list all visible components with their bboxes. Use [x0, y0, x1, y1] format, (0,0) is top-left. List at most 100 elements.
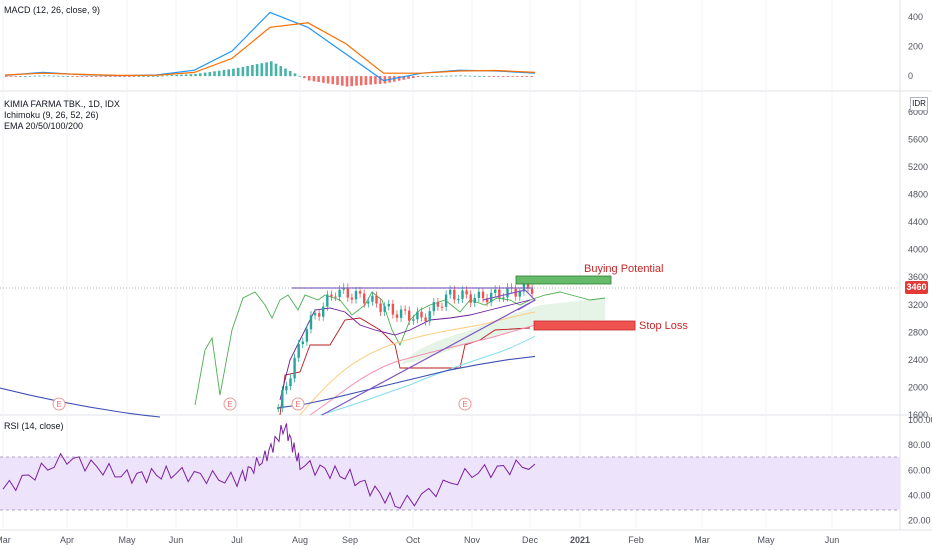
candle-body [477, 291, 481, 298]
earnings-marker[interactable] [52, 397, 66, 411]
time-tick: Jun [825, 535, 840, 545]
price-tick: 3200 [908, 300, 928, 310]
macd-bar [430, 76, 434, 77]
macd-bar [203, 72, 207, 77]
candle-body [313, 313, 317, 316]
price-tick: 2400 [908, 355, 928, 365]
macd-bar [170, 75, 174, 77]
macd-bar [151, 75, 155, 77]
macd-bar [350, 76, 353, 87]
macd-bar [322, 76, 325, 83]
candle-body [465, 290, 468, 295]
macd-bar [236, 67, 240, 77]
macd-bar [184, 74, 188, 77]
candle-body [506, 287, 509, 298]
time-tick: Dec [522, 535, 539, 545]
candle-body [530, 288, 534, 294]
currency-box[interactable]: IDR [910, 97, 928, 111]
time-tick: Feb [628, 535, 644, 545]
macd-bar [189, 74, 193, 77]
macd-bar [47, 75, 51, 77]
earnings-marker[interactable] [291, 397, 305, 411]
candle-body [309, 315, 313, 330]
candle-body [494, 289, 497, 293]
macd-bar [307, 76, 311, 81]
macd-bar [132, 76, 136, 77]
candle-body [408, 310, 411, 321]
earnings-marker-letter: E [462, 400, 467, 409]
macd-bar [94, 76, 98, 77]
macd-bar [374, 76, 377, 85]
buying-potential-zone[interactable] [515, 275, 612, 285]
macd-bar [412, 76, 415, 78]
candle-body [318, 313, 321, 317]
candle-body [338, 289, 341, 298]
macd-bar [137, 76, 141, 77]
macd-bar [326, 76, 330, 84]
macd-bar [260, 63, 264, 77]
earnings-marker[interactable] [223, 397, 237, 411]
ichimoku-tenkan [279, 299, 531, 401]
candle-body [358, 291, 362, 294]
macd-bar [421, 76, 424, 77]
candle-body [428, 311, 431, 322]
candle-body [449, 289, 452, 295]
candle-body [363, 293, 366, 304]
time-tick: Jun [169, 535, 184, 545]
macd-bar [525, 76, 529, 77]
time-tick: 2021 [570, 535, 590, 545]
candle-body [461, 290, 464, 299]
candle-body [481, 291, 485, 299]
earnings-marker-letter: E [56, 400, 61, 409]
candle-body [436, 302, 440, 307]
macd-bar [213, 71, 216, 77]
ichimoku-cloud [400, 298, 605, 365]
price-tick: 2000 [908, 382, 928, 392]
triangle-apex-lines[interactable] [482, 289, 536, 311]
time-tick: Mar [694, 535, 710, 545]
macd-tick: 200 [908, 42, 923, 52]
candle-body [285, 386, 288, 391]
macd-bar [217, 70, 221, 77]
rsi-label: RSI (14, close) [4, 421, 64, 431]
ema-20 [299, 311, 536, 416]
candle-body [379, 303, 382, 312]
stop-loss-zone[interactable] [533, 320, 636, 331]
macd-bar [255, 64, 259, 77]
macd-bar [33, 75, 36, 77]
last-price-badge: 3460 [905, 281, 928, 294]
candle-body [424, 317, 427, 322]
candle-body [522, 283, 526, 292]
time-tick: Apr [60, 535, 74, 545]
price-tick: 6000 [908, 107, 928, 117]
time-axis: Mar Apr May Jun Jul Aug Sep Oct Nov Dec 2021 Feb Mar… [0, 535, 839, 545]
ascending-trendline[interactable] [321, 299, 536, 416]
rsi-tick: 40.00 [908, 491, 931, 501]
macd-bar [5, 76, 8, 77]
candle-body [518, 291, 521, 297]
earnings-marker[interactable] [458, 397, 472, 411]
macd-bar [161, 75, 164, 77]
time-tick: Jul [231, 535, 243, 545]
macd-bar [459, 75, 462, 77]
price-tick: 3600 [908, 272, 928, 282]
macd-bar [506, 76, 510, 77]
candle-body [330, 294, 333, 297]
macd-signal-line [4, 22, 536, 77]
macd-bar [270, 61, 273, 77]
price-tick: 4400 [908, 217, 928, 227]
candle-body [391, 303, 395, 315]
macd-bar [416, 76, 420, 77]
time-tick: Nov [464, 535, 481, 545]
macd-bar [492, 76, 495, 77]
rsi-tick: 20.00 [908, 516, 931, 526]
macd-bar [80, 76, 84, 77]
candle-body [412, 319, 415, 321]
macd-bar [426, 76, 429, 77]
symbol-title: KIMIA FARMA TBK., 1D, IDX [4, 99, 120, 109]
macd-bar [345, 76, 349, 87]
macd-bar [23, 76, 27, 77]
candle-body [289, 378, 292, 387]
